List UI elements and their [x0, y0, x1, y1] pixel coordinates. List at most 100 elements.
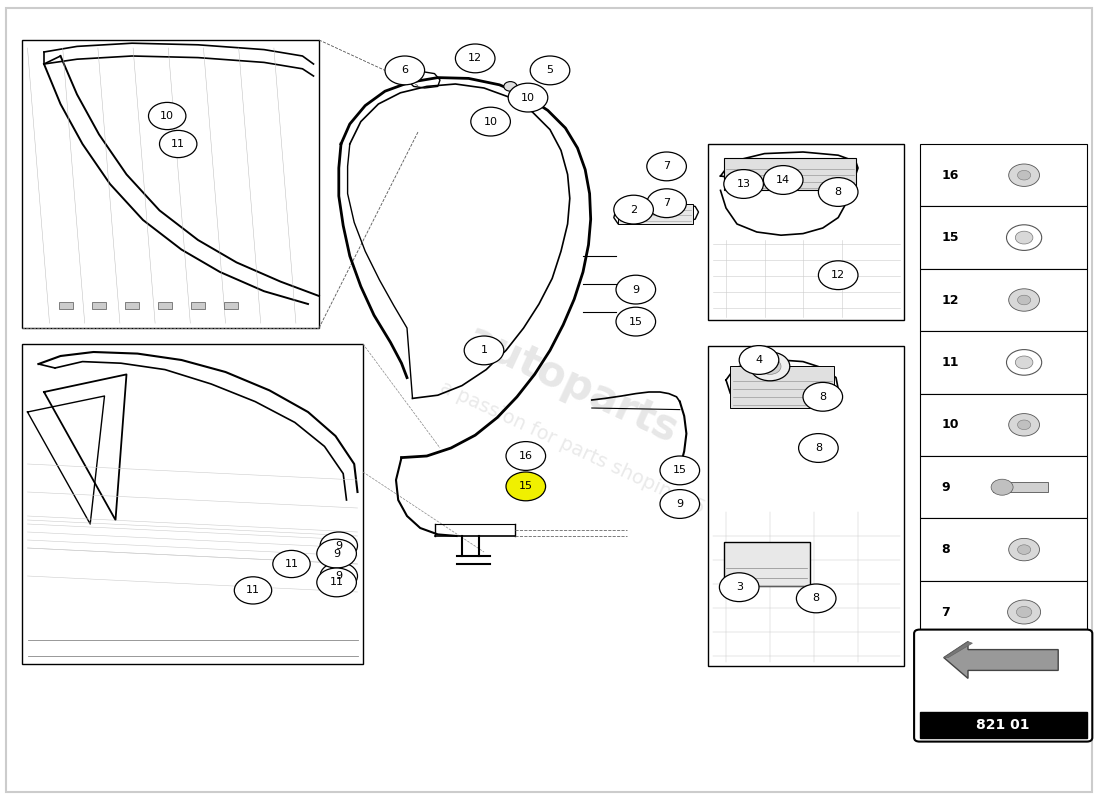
Circle shape [660, 490, 700, 518]
Bar [730, 366, 834, 408]
Text: a passion for parts shoping85: a passion for parts shoping85 [437, 378, 707, 518]
Circle shape [1018, 295, 1031, 305]
Circle shape [724, 170, 763, 198]
Bar [724, 158, 856, 190]
Circle shape [614, 195, 653, 224]
Circle shape [763, 166, 803, 194]
Circle shape [506, 442, 546, 470]
Circle shape [1018, 170, 1031, 180]
Bar [920, 269, 1087, 331]
Text: 10: 10 [942, 418, 959, 431]
Bar [708, 346, 904, 666]
Bar [920, 144, 1087, 206]
Circle shape [530, 56, 570, 85]
Circle shape [660, 456, 700, 485]
Text: 11: 11 [172, 139, 185, 149]
FancyBboxPatch shape [914, 630, 1092, 742]
Bar [920, 712, 1087, 738]
Circle shape [991, 479, 1013, 495]
Circle shape [464, 336, 504, 365]
Circle shape [1009, 164, 1040, 186]
Text: 14: 14 [777, 175, 790, 185]
Text: 15: 15 [519, 482, 532, 491]
Circle shape [1015, 231, 1033, 244]
Circle shape [1009, 289, 1040, 311]
Circle shape [647, 189, 686, 218]
Text: 13: 13 [737, 179, 750, 189]
Text: 11: 11 [942, 356, 959, 369]
Circle shape [1018, 545, 1031, 554]
Circle shape [1009, 538, 1040, 561]
Text: 12: 12 [942, 294, 959, 306]
Circle shape [719, 573, 759, 602]
Bar [920, 581, 1087, 643]
Circle shape [504, 82, 517, 91]
Bar [224, 302, 238, 309]
Circle shape [317, 539, 356, 568]
Bar [920, 456, 1087, 518]
Text: autoparts: autoparts [460, 317, 684, 451]
Text: 7: 7 [942, 606, 950, 618]
Bar [993, 482, 1048, 492]
Text: 12: 12 [832, 270, 845, 280]
Bar [158, 302, 172, 309]
Circle shape [1018, 420, 1031, 430]
Text: 11: 11 [330, 578, 343, 587]
Circle shape [234, 577, 272, 604]
Circle shape [616, 275, 656, 304]
Text: 3: 3 [736, 582, 743, 592]
Text: 6: 6 [402, 66, 408, 75]
Circle shape [1006, 225, 1042, 250]
Circle shape [759, 358, 781, 374]
Bar [920, 206, 1087, 269]
Circle shape [516, 87, 529, 97]
Polygon shape [944, 642, 972, 658]
Polygon shape [944, 642, 1058, 678]
Circle shape [273, 550, 310, 578]
Text: 8: 8 [835, 187, 842, 197]
Text: 11: 11 [246, 586, 260, 595]
Circle shape [385, 56, 425, 85]
Circle shape [527, 93, 540, 102]
Bar [724, 542, 810, 586]
Text: 2: 2 [630, 205, 637, 214]
Bar [920, 394, 1087, 456]
Text: 15: 15 [942, 231, 959, 244]
Text: 15: 15 [673, 466, 686, 475]
Text: 8: 8 [813, 594, 820, 603]
Circle shape [317, 568, 356, 597]
Text: 8: 8 [815, 443, 822, 453]
Bar [59, 302, 73, 309]
Bar [22, 40, 319, 328]
Text: 7: 7 [663, 198, 670, 208]
Text: 10: 10 [484, 117, 497, 126]
Text: 7: 7 [663, 162, 670, 171]
Text: 15: 15 [629, 317, 642, 326]
Bar [22, 344, 363, 664]
Circle shape [148, 102, 186, 130]
Text: 16: 16 [519, 451, 532, 461]
Bar [191, 302, 205, 309]
Circle shape [320, 532, 358, 559]
Text: 9: 9 [942, 481, 950, 494]
Circle shape [1008, 600, 1041, 624]
Text: 9: 9 [333, 549, 340, 558]
Circle shape [1016, 606, 1032, 618]
Circle shape [818, 261, 858, 290]
Circle shape [506, 472, 546, 501]
Circle shape [796, 584, 836, 613]
Circle shape [1006, 350, 1042, 375]
Circle shape [1015, 356, 1033, 369]
Text: 11: 11 [285, 559, 298, 569]
Circle shape [616, 307, 656, 336]
Text: 9: 9 [676, 499, 683, 509]
Circle shape [803, 382, 843, 411]
Bar [618, 204, 693, 224]
Circle shape [647, 152, 686, 181]
Circle shape [799, 434, 838, 462]
Text: 10: 10 [521, 93, 535, 102]
Circle shape [739, 346, 779, 374]
Circle shape [750, 352, 790, 381]
Text: 8: 8 [942, 543, 950, 556]
Text: 9: 9 [336, 541, 342, 550]
